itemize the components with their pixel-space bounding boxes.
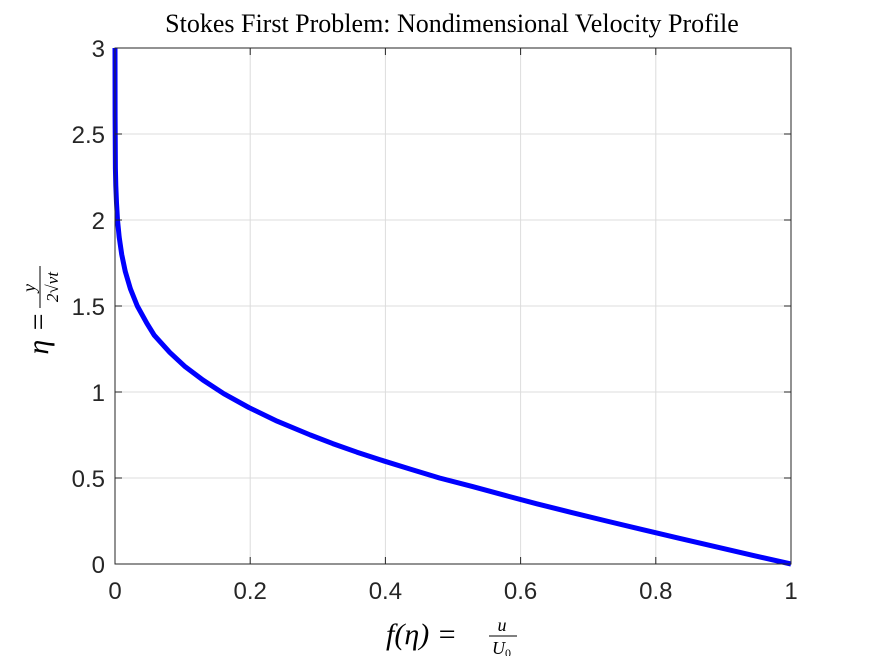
x-axis-label-denominator-sub: 0 [505, 646, 511, 656]
y-tick-label: 0.5 [72, 466, 105, 493]
tick-labels: 0 0.2 0.4 0.6 0.8 1 0 0.5 1 1.5 2 2.5 3 [72, 36, 798, 605]
y-axis-label-numerator: y [19, 284, 39, 294]
series-line [112, 47, 792, 567]
x-axis-label-lhs: f(η) = [386, 618, 457, 651]
y-axis-label: η = y 2√νt [19, 266, 62, 355]
x-tick-label: 0.4 [369, 578, 402, 605]
y-tick-label: 2 [92, 208, 105, 235]
y-tick-label: 2.5 [72, 122, 105, 149]
x-tick-label: 0.2 [234, 578, 267, 605]
x-tick-label: 0.8 [639, 578, 672, 605]
x-axis-label-numerator: u [498, 615, 507, 635]
y-axis-label-lhs: η = [22, 312, 55, 355]
y-tick-label: 3 [92, 36, 105, 63]
x-tick-label: 0 [108, 578, 121, 605]
chart-title: Stokes First Problem: Nondimensional Vel… [165, 9, 739, 38]
y-axis-label-denominator: 2√νt [43, 271, 62, 302]
x-axis-label-denominator-main: U [492, 638, 506, 656]
ticks [114, 47, 792, 565]
y-tick-label: 1.5 [72, 294, 105, 321]
y-tick-label: 1 [92, 380, 105, 407]
series-group [112, 47, 792, 567]
x-tick-label: 1 [784, 578, 797, 605]
x-axis-label-denominator: U0 [492, 638, 511, 656]
x-axis-label: f(η) = u U0 [386, 615, 517, 656]
x-tick-label: 0.6 [504, 578, 537, 605]
y-tick-label: 0 [92, 552, 105, 579]
